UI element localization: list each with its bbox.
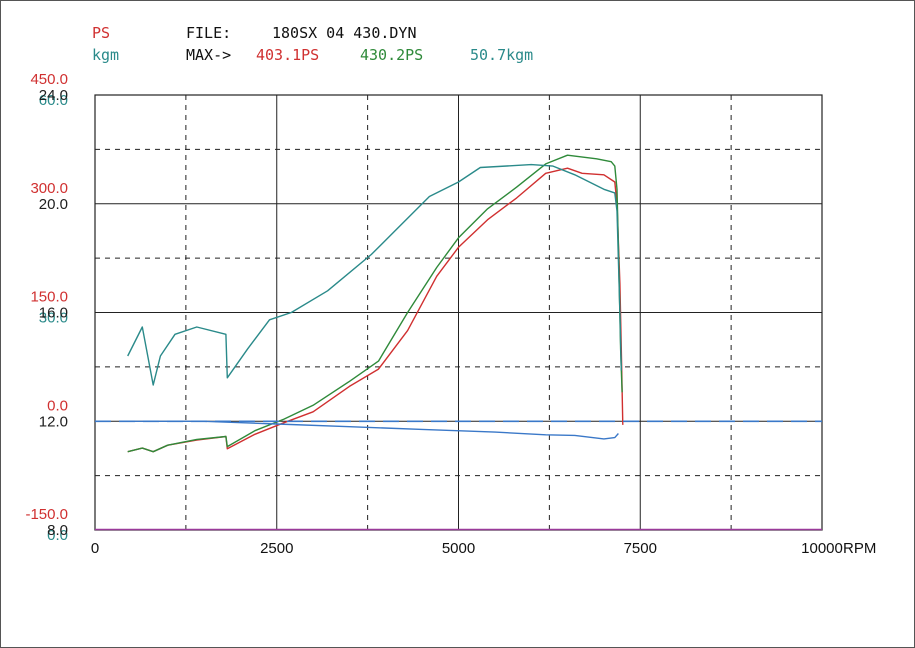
series-line-50-7kgm <box>127 163 622 386</box>
x-tick-label: 0 <box>91 540 99 557</box>
y-tick-label-afr: 8.0 <box>47 522 68 539</box>
y-tick-label-afr: 24.0 <box>39 87 68 104</box>
max-ps-red: 403.1PS <box>256 46 320 64</box>
y-tick-label-afr: 12.0 <box>39 413 68 430</box>
y-tick-label-kgm: 0.0 <box>47 527 68 544</box>
y-tick-label-ps: 450.0 <box>30 71 68 88</box>
x-tick-label: 2500 <box>260 540 293 557</box>
y-tick-label-afr: 16.0 <box>39 305 68 322</box>
max-ps-green: 430.2PS <box>360 46 424 64</box>
max-label: MAX-> <box>186 46 232 64</box>
x-tick-label: 7500 <box>624 540 657 557</box>
y-tick-label-ps: 0.0 <box>47 397 68 414</box>
y-tick-label-kgm: 60.0 <box>39 92 68 109</box>
y-tick-label-kgm: 30.0 <box>39 310 68 327</box>
ps-axis-title: PS <box>92 24 111 42</box>
y-tick-label-ps: -150.0 <box>25 506 68 523</box>
x-axis-label: RPM <box>843 540 876 557</box>
y-tick-label-afr: 20.0 <box>39 196 68 213</box>
x-tick-label: 10000 <box>801 540 843 557</box>
series-line-afr <box>127 420 619 440</box>
series-line-430-2ps <box>127 154 623 453</box>
x-tick-label: 5000 <box>442 540 475 557</box>
y-tick-label-ps: 300.0 <box>30 180 68 197</box>
series-line-403-1ps <box>127 167 624 453</box>
file-name: 180SX 04 430.DYN <box>272 24 417 42</box>
y-tick-label-ps: 150.0 <box>30 289 68 306</box>
file-label: FILE: <box>186 24 232 42</box>
max-kgm: 50.7kgm <box>470 46 534 64</box>
kgm-axis-title: kgm <box>92 46 120 64</box>
